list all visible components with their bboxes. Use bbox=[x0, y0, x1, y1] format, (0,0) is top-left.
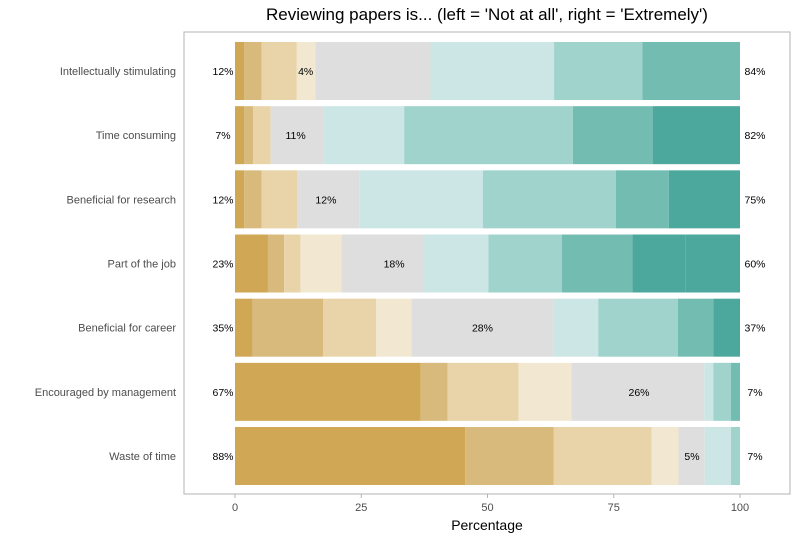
x-tick-label: 75 bbox=[608, 502, 620, 514]
bar-segment bbox=[678, 427, 705, 486]
bar-segment bbox=[323, 298, 377, 357]
bar-segment bbox=[652, 106, 740, 165]
bar-segment bbox=[713, 362, 731, 421]
left-percent-label: 35% bbox=[212, 323, 233, 335]
left-percent-label: 88% bbox=[212, 451, 233, 463]
bar-segment bbox=[632, 234, 686, 293]
right-percent-label: 37% bbox=[744, 323, 765, 335]
bar-segment bbox=[270, 106, 324, 165]
bar-segment bbox=[685, 234, 740, 293]
bar-segment bbox=[341, 234, 423, 293]
bar-segment bbox=[297, 170, 360, 229]
x-tick-label: 100 bbox=[731, 502, 749, 514]
bar-segment bbox=[465, 427, 554, 486]
left-percent-label: 12% bbox=[212, 194, 233, 206]
x-tick-label: 50 bbox=[481, 502, 493, 514]
bars-layer bbox=[235, 42, 740, 486]
bar-segment bbox=[598, 298, 678, 357]
bar-segment bbox=[244, 42, 262, 100]
bar-segment bbox=[553, 298, 599, 357]
right-percent-label: 60% bbox=[744, 259, 765, 271]
left-percent-label: 12% bbox=[212, 66, 233, 78]
x-tick-label: 25 bbox=[355, 502, 367, 514]
bar-segment bbox=[235, 42, 245, 100]
bar-segment bbox=[376, 298, 412, 357]
bar-segment bbox=[261, 170, 298, 229]
bar-segment bbox=[571, 362, 705, 421]
bar-segment bbox=[668, 170, 740, 229]
bar-segment bbox=[252, 298, 324, 357]
bar-segment bbox=[422, 234, 489, 293]
bar-segment bbox=[411, 298, 554, 357]
bar-segment bbox=[553, 427, 652, 486]
y-tick-label: Waste of time bbox=[109, 451, 176, 463]
bar-segment bbox=[420, 362, 448, 421]
left-percent-label: 67% bbox=[212, 387, 233, 399]
bar-segment bbox=[518, 362, 572, 421]
bar-segment bbox=[730, 362, 740, 421]
chart-title: Reviewing papers is... (left = 'Not at a… bbox=[266, 5, 708, 24]
right-percent-label: 7% bbox=[747, 451, 762, 463]
neutral-percent-label: 5% bbox=[684, 451, 699, 463]
bar-segment bbox=[244, 106, 254, 165]
bar-segment bbox=[296, 42, 316, 100]
bar-segment bbox=[235, 234, 268, 293]
bar-segment bbox=[315, 42, 431, 100]
neutral-percent-label: 18% bbox=[384, 259, 405, 271]
right-percent-label: 82% bbox=[744, 130, 765, 142]
bar-segment bbox=[235, 106, 245, 165]
bar-segment bbox=[615, 170, 669, 229]
x-tick-label: 0 bbox=[232, 502, 238, 514]
y-tick-label: Beneficial for research bbox=[67, 194, 176, 206]
left-percent-label: 23% bbox=[212, 259, 233, 271]
bar-segment bbox=[488, 234, 562, 293]
bar-segment bbox=[359, 170, 483, 229]
bar-segment bbox=[244, 170, 262, 229]
bar-segment bbox=[235, 170, 245, 229]
bar-segment bbox=[253, 106, 271, 165]
y-tick-label: Beneficial for career bbox=[78, 323, 176, 335]
bar-segment bbox=[284, 234, 301, 293]
bar-segment bbox=[323, 106, 405, 165]
bar-segment bbox=[235, 362, 421, 421]
bar-segment bbox=[704, 427, 731, 486]
bar-segment bbox=[261, 42, 297, 100]
bar-segment bbox=[651, 427, 679, 486]
x-axis-title: Percentage bbox=[451, 517, 523, 533]
y-tick-label: Part of the job bbox=[108, 259, 177, 271]
bar-segment bbox=[267, 234, 285, 293]
y-tick-label: Intellectually stimulating bbox=[60, 66, 176, 78]
neutral-percent-label: 28% bbox=[472, 323, 493, 335]
neutral-percent-label: 4% bbox=[298, 66, 313, 78]
bar-segment bbox=[730, 427, 740, 486]
bar-segment bbox=[572, 106, 653, 165]
bar-segment bbox=[430, 42, 555, 100]
bar-segment bbox=[677, 298, 714, 357]
bar-segment bbox=[713, 298, 740, 357]
labels-layer: Intellectually stimulating 12% 4% 84% Time c… bbox=[35, 66, 766, 463]
x-axis: 0 25 50 75 100 bbox=[232, 494, 749, 514]
bar-segment bbox=[554, 42, 643, 100]
bar-segment bbox=[235, 298, 253, 357]
bar-segment bbox=[300, 234, 342, 293]
bar-segment bbox=[704, 362, 714, 421]
neutral-percent-label: 26% bbox=[628, 387, 649, 399]
neutral-percent-label: 11% bbox=[285, 130, 305, 142]
right-percent-label: 84% bbox=[744, 66, 765, 78]
bar-segment bbox=[235, 427, 466, 486]
right-percent-label: 75% bbox=[744, 194, 765, 206]
bar-segment bbox=[561, 234, 633, 293]
left-percent-label: 7% bbox=[215, 130, 230, 142]
bar-segment bbox=[447, 362, 519, 421]
y-tick-label: Time consuming bbox=[96, 130, 176, 142]
y-tick-label: Encouraged by management bbox=[35, 387, 176, 399]
bar-segment bbox=[404, 106, 573, 165]
right-percent-label: 7% bbox=[747, 387, 762, 399]
bar-segment bbox=[642, 42, 740, 100]
neutral-percent-label: 12% bbox=[315, 194, 336, 206]
bar-segment bbox=[482, 170, 616, 229]
